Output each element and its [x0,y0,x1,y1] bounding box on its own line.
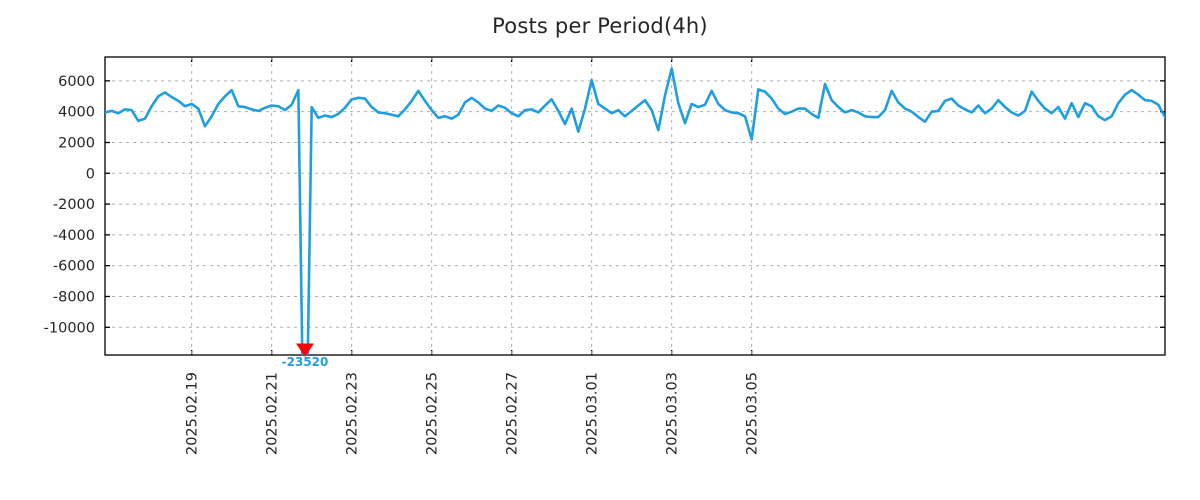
y-axis-tick-label: -6000 [53,259,95,275]
y-axis-tick-label: -4000 [53,228,95,244]
page-title: Posts per Period(4h) [492,14,708,38]
y-axis-ticks [105,80,1165,328]
y-axis-tick-label: -10000 [44,320,95,336]
plot-frame [104,56,1166,356]
y-axis-tick-label: 4000 [58,105,95,121]
x-axis-tick-label: 2025.02.19 [185,372,201,455]
annotation-min-value: -23520 [282,343,329,369]
gridlines [105,80,1165,328]
x-axis-tick-label: 2025.02.25 [425,372,441,455]
x-axis-tick-label: 2025.02.23 [345,372,361,455]
x-axis-tick-label: 2025.03.01 [585,372,601,455]
data-series-line [105,67,1165,355]
x-axis-tick-label: 2025.02.21 [265,372,281,455]
x-axis-labels: 2025.02.19 2025.02.21 2025.02.23 2025.02.25… [185,372,761,455]
y-axis-tick-label: -8000 [53,289,95,305]
y-axis-tick-label: 0 [86,166,95,182]
y-axis-tick-label: 6000 [58,74,95,90]
min-value-marker-icon [296,343,314,357]
y-axis-labels: 6000 4000 2000 0 -2000 -4000 -6000 -8000 -10000 [44,74,95,336]
x-gridlines [191,57,753,355]
y-axis-tick-label: -2000 [53,197,95,213]
x-axis-tick-label: 2025.03.03 [665,372,681,455]
min-value-annotation-label: -23520 [282,355,329,369]
y-axis-tick-label: 2000 [58,135,95,151]
x-axis-ticks [191,57,753,355]
x-axis-tick-label: 2025.03.05 [745,372,761,455]
x-axis-tick-label: 2025.02.27 [505,372,521,455]
